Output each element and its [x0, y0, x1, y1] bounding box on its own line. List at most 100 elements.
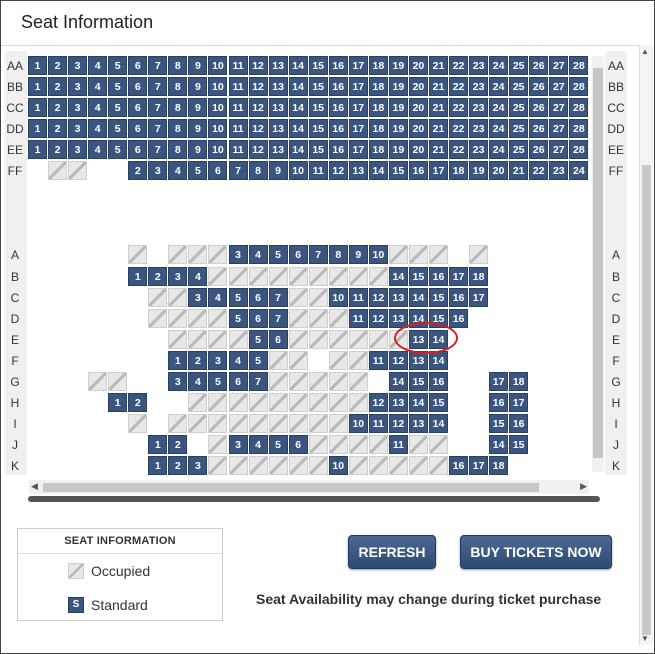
seat-available[interactable]: 19: [388, 140, 408, 160]
seat-available[interactable]: 20: [408, 56, 428, 75]
seat-available[interactable]: 13: [348, 161, 368, 181]
seat-available[interactable]: 5: [248, 329, 268, 349]
seat-available[interactable]: 4: [88, 98, 108, 118]
seat-available[interactable]: 24: [489, 56, 509, 75]
seat-available[interactable]: 5: [108, 140, 128, 160]
seat-available[interactable]: 3: [188, 455, 208, 475]
seat-available[interactable]: 18: [368, 119, 388, 139]
seat-available[interactable]: 11: [228, 98, 248, 118]
seat-available[interactable]: 7: [268, 287, 288, 307]
seat-available[interactable]: 23: [469, 56, 489, 75]
seat-available[interactable]: 23: [469, 77, 489, 97]
seat-available[interactable]: 4: [188, 266, 208, 286]
seat-available[interactable]: 5: [208, 371, 228, 391]
seat-available[interactable]: 8: [168, 56, 188, 75]
seat-available[interactable]: 17: [509, 392, 529, 412]
seat-available[interactable]: 10: [348, 413, 368, 433]
seat-available[interactable]: 16: [328, 98, 348, 118]
seat-available[interactable]: 16: [509, 413, 529, 433]
seat-available[interactable]: 1: [28, 140, 47, 160]
seat-available[interactable]: 14: [288, 119, 308, 139]
seat-available[interactable]: 11: [228, 140, 248, 160]
seat-available[interactable]: 24: [489, 77, 509, 97]
seat-available[interactable]: 12: [248, 140, 268, 160]
seat-available[interactable]: 2: [128, 392, 148, 412]
seat-available[interactable]: 16: [449, 308, 469, 328]
seat-available[interactable]: 6: [128, 140, 148, 160]
seat-available[interactable]: 8: [168, 140, 188, 160]
seat-available[interactable]: 17: [469, 455, 489, 475]
seat-available[interactable]: 15: [429, 287, 448, 307]
seat-available[interactable]: 24: [489, 119, 509, 139]
seat-available[interactable]: 2: [128, 161, 148, 181]
seat-available[interactable]: 21: [429, 119, 448, 139]
seat-available[interactable]: 10: [288, 161, 308, 181]
seat-available[interactable]: 7: [248, 371, 268, 391]
seat-available[interactable]: 25: [509, 56, 529, 75]
seat-available[interactable]: 6: [208, 161, 228, 181]
seat-available[interactable]: 9: [188, 119, 208, 139]
seat-available[interactable]: 4: [88, 119, 108, 139]
seat-available[interactable]: 3: [68, 77, 88, 97]
seat-available[interactable]: 10: [328, 287, 348, 307]
seat-available[interactable]: 3: [68, 119, 88, 139]
seat-available[interactable]: 17: [348, 77, 368, 97]
seat-available[interactable]: 17: [449, 266, 469, 286]
seat-available[interactable]: 22: [449, 119, 469, 139]
seat-available[interactable]: 1: [28, 119, 47, 139]
seat-available[interactable]: 5: [108, 98, 128, 118]
seat-available[interactable]: 6: [128, 98, 148, 118]
seat-available[interactable]: 5: [108, 77, 128, 97]
seat-available[interactable]: 26: [529, 119, 549, 139]
seat-available[interactable]: 7: [148, 56, 168, 75]
seat-available[interactable]: 1: [148, 434, 168, 454]
scroll-down-icon[interactable]: ▼: [641, 634, 649, 643]
seat-available[interactable]: 15: [308, 119, 328, 139]
seat-available[interactable]: 8: [168, 119, 188, 139]
seat-available[interactable]: 4: [248, 245, 268, 265]
seat-available[interactable]: 2: [48, 56, 68, 75]
seat-available[interactable]: 2: [48, 98, 68, 118]
seat-available[interactable]: 4: [248, 434, 268, 454]
seat-available[interactable]: 14: [368, 161, 388, 181]
seat-available[interactable]: 18: [368, 140, 388, 160]
seat-available[interactable]: 6: [248, 287, 268, 307]
seat-available[interactable]: 1: [168, 350, 188, 370]
seat-available[interactable]: 17: [469, 287, 489, 307]
seat-available[interactable]: 4: [88, 56, 108, 75]
seat-available[interactable]: 9: [188, 56, 208, 75]
seat-available[interactable]: 4: [208, 287, 228, 307]
seat-available[interactable]: 12: [368, 392, 388, 412]
seat-available[interactable]: 20: [408, 119, 428, 139]
seat-available[interactable]: 6: [128, 119, 148, 139]
seat-available[interactable]: 5: [228, 287, 248, 307]
seat-available[interactable]: 11: [368, 413, 388, 433]
seat-available[interactable]: 16: [489, 392, 509, 412]
seat-map-horizontal-scrollbar[interactable]: ◀ ▶: [29, 480, 589, 494]
seat-available[interactable]: 15: [308, 140, 328, 160]
seat-available[interactable]: 18: [368, 98, 388, 118]
seat-available[interactable]: 23: [549, 161, 569, 181]
seat-available[interactable]: 22: [529, 161, 549, 181]
seat-available[interactable]: 24: [489, 98, 509, 118]
seat-available[interactable]: 3: [68, 140, 88, 160]
seat-available[interactable]: 23: [469, 119, 489, 139]
seat-available[interactable]: 18: [489, 455, 509, 475]
seat-available[interactable]: 2: [48, 140, 68, 160]
seat-available[interactable]: 14: [408, 392, 428, 412]
seat-available[interactable]: 15: [489, 413, 509, 433]
seat-available[interactable]: 19: [388, 119, 408, 139]
seat-available[interactable]: 12: [368, 308, 388, 328]
seat-available[interactable]: 3: [68, 98, 88, 118]
seat-available[interactable]: 18: [368, 56, 388, 75]
seat-available[interactable]: 6: [128, 56, 148, 75]
buy-tickets-button[interactable]: BUY TICKETS NOW: [460, 535, 612, 569]
seat-available[interactable]: 1: [108, 392, 128, 412]
seat-available[interactable]: 9: [348, 245, 368, 265]
seat-available[interactable]: 9: [268, 161, 288, 181]
seat-available[interactable]: 26: [529, 140, 549, 160]
seat-available[interactable]: 14: [489, 434, 509, 454]
seat-available[interactable]: 4: [168, 161, 188, 181]
seat-available[interactable]: 5: [108, 56, 128, 75]
seat-available[interactable]: 22: [449, 56, 469, 75]
